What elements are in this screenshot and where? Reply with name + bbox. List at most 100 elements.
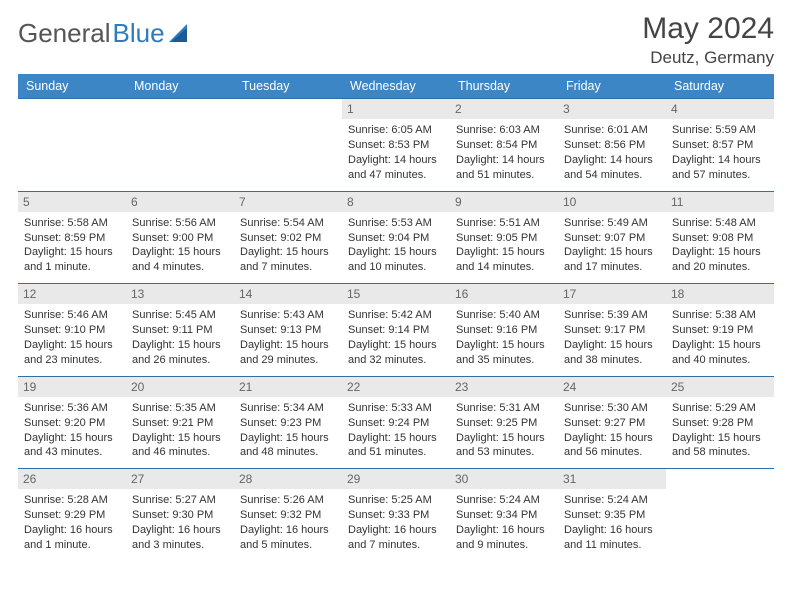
calendar-cell: 1Sunrise: 6:05 AMSunset: 8:53 PMDaylight… <box>342 99 450 192</box>
calendar-cell: 23Sunrise: 5:31 AMSunset: 9:25 PMDayligh… <box>450 376 558 469</box>
day-detail-line: Sunset: 9:10 PM <box>24 323 120 338</box>
day-detail-line: Daylight: 15 hours <box>564 245 660 260</box>
day-number: 23 <box>450 377 558 397</box>
day-detail-line: and 29 minutes. <box>240 353 336 368</box>
day-detail-line: Daylight: 15 hours <box>564 338 660 353</box>
calendar-cell: 26Sunrise: 5:28 AMSunset: 9:29 PMDayligh… <box>18 469 126 561</box>
calendar-cell: 19Sunrise: 5:36 AMSunset: 9:20 PMDayligh… <box>18 376 126 469</box>
logo-text-blue: Blue <box>113 18 165 49</box>
calendar-table: Sunday Monday Tuesday Wednesday Thursday… <box>18 74 774 561</box>
day-detail-line: and 23 minutes. <box>24 353 120 368</box>
day-detail-line: Sunset: 9:34 PM <box>456 508 552 523</box>
calendar-row: 26Sunrise: 5:28 AMSunset: 9:29 PMDayligh… <box>18 469 774 561</box>
day-detail-line: and 26 minutes. <box>132 353 228 368</box>
day-detail-line: Sunset: 9:28 PM <box>672 416 768 431</box>
day-detail-line: Sunset: 9:14 PM <box>348 323 444 338</box>
day-detail-line: Daylight: 16 hours <box>132 523 228 538</box>
weekday-header: Tuesday <box>234 74 342 99</box>
calendar-cell <box>234 99 342 192</box>
day-detail-line: Sunset: 9:02 PM <box>240 231 336 246</box>
day-detail-line: and 53 minutes. <box>456 445 552 460</box>
day-number: 22 <box>342 377 450 397</box>
day-detail-line: and 35 minutes. <box>456 353 552 368</box>
day-detail-line: Sunset: 8:54 PM <box>456 138 552 153</box>
calendar-cell: 3Sunrise: 6:01 AMSunset: 8:56 PMDaylight… <box>558 99 666 192</box>
day-detail-line: Daylight: 15 hours <box>132 245 228 260</box>
day-detail-line: Sunset: 9:08 PM <box>672 231 768 246</box>
day-detail-line: Daylight: 14 hours <box>348 153 444 168</box>
day-detail-line: Daylight: 15 hours <box>132 338 228 353</box>
day-number: 6 <box>126 192 234 212</box>
day-detail-line: Sunrise: 5:27 AM <box>132 493 228 508</box>
day-detail-line: Sunrise: 5:48 AM <box>672 216 768 231</box>
calendar-cell <box>126 99 234 192</box>
day-detail-line: Sunset: 9:24 PM <box>348 416 444 431</box>
day-detail-line: Sunrise: 5:39 AM <box>564 308 660 323</box>
calendar-cell: 28Sunrise: 5:26 AMSunset: 9:32 PMDayligh… <box>234 469 342 561</box>
day-detail-line: and 43 minutes. <box>24 445 120 460</box>
day-number: 25 <box>666 377 774 397</box>
weekday-header: Monday <box>126 74 234 99</box>
day-detail-line: and 10 minutes. <box>348 260 444 275</box>
day-detail-line: Sunrise: 5:58 AM <box>24 216 120 231</box>
day-detail-line: and 58 minutes. <box>672 445 768 460</box>
day-detail-line: Sunrise: 5:42 AM <box>348 308 444 323</box>
weekday-header: Saturday <box>666 74 774 99</box>
day-detail-line: Daylight: 15 hours <box>672 245 768 260</box>
day-detail-line: Daylight: 15 hours <box>456 431 552 446</box>
calendar-cell: 14Sunrise: 5:43 AMSunset: 9:13 PMDayligh… <box>234 284 342 377</box>
day-detail-line: Sunset: 9:25 PM <box>456 416 552 431</box>
day-detail-line: and 51 minutes. <box>456 168 552 183</box>
calendar-cell: 30Sunrise: 5:24 AMSunset: 9:34 PMDayligh… <box>450 469 558 561</box>
day-number: 2 <box>450 99 558 119</box>
weekday-header-row: Sunday Monday Tuesday Wednesday Thursday… <box>18 74 774 99</box>
calendar-cell <box>666 469 774 561</box>
day-detail-line: Sunset: 8:53 PM <box>348 138 444 153</box>
day-number: 26 <box>18 469 126 489</box>
day-detail-line: Sunrise: 5:29 AM <box>672 401 768 416</box>
calendar-cell: 15Sunrise: 5:42 AMSunset: 9:14 PMDayligh… <box>342 284 450 377</box>
day-detail-line: Daylight: 14 hours <box>564 153 660 168</box>
calendar-cell: 5Sunrise: 5:58 AMSunset: 8:59 PMDaylight… <box>18 191 126 284</box>
day-detail-line: Sunrise: 5:33 AM <box>348 401 444 416</box>
calendar-cell: 8Sunrise: 5:53 AMSunset: 9:04 PMDaylight… <box>342 191 450 284</box>
logo: GeneralBlue <box>18 12 191 49</box>
calendar-cell: 17Sunrise: 5:39 AMSunset: 9:17 PMDayligh… <box>558 284 666 377</box>
day-detail-line: Daylight: 16 hours <box>564 523 660 538</box>
day-detail-line: Sunset: 9:33 PM <box>348 508 444 523</box>
day-detail-line: Daylight: 15 hours <box>240 245 336 260</box>
calendar-cell: 25Sunrise: 5:29 AMSunset: 9:28 PMDayligh… <box>666 376 774 469</box>
day-detail-line: Sunrise: 5:53 AM <box>348 216 444 231</box>
day-number: 14 <box>234 284 342 304</box>
calendar-cell: 18Sunrise: 5:38 AMSunset: 9:19 PMDayligh… <box>666 284 774 377</box>
day-detail-line: Sunrise: 5:46 AM <box>24 308 120 323</box>
day-detail-line: and 1 minute. <box>24 538 120 553</box>
day-detail-line: and 40 minutes. <box>672 353 768 368</box>
day-detail-line: and 38 minutes. <box>564 353 660 368</box>
day-detail-line: Sunset: 9:04 PM <box>348 231 444 246</box>
day-detail-line: Sunrise: 6:03 AM <box>456 123 552 138</box>
day-number: 18 <box>666 284 774 304</box>
day-number: 19 <box>18 377 126 397</box>
day-detail-line: Sunset: 9:13 PM <box>240 323 336 338</box>
day-number: 31 <box>558 469 666 489</box>
day-detail-line: Sunset: 8:59 PM <box>24 231 120 246</box>
day-detail-line: Daylight: 15 hours <box>672 338 768 353</box>
day-detail-line: Sunset: 9:19 PM <box>672 323 768 338</box>
day-detail-line: Sunrise: 5:25 AM <box>348 493 444 508</box>
calendar-cell: 27Sunrise: 5:27 AMSunset: 9:30 PMDayligh… <box>126 469 234 561</box>
day-detail-line: Daylight: 15 hours <box>132 431 228 446</box>
day-detail-line: and 48 minutes. <box>240 445 336 460</box>
calendar-cell: 29Sunrise: 5:25 AMSunset: 9:33 PMDayligh… <box>342 469 450 561</box>
day-detail-line: Sunset: 9:29 PM <box>24 508 120 523</box>
day-detail-line: Daylight: 15 hours <box>456 245 552 260</box>
day-number: 21 <box>234 377 342 397</box>
calendar-cell: 22Sunrise: 5:33 AMSunset: 9:24 PMDayligh… <box>342 376 450 469</box>
day-detail-line: Daylight: 15 hours <box>240 338 336 353</box>
header: GeneralBlue May 2024 Deutz, Germany <box>18 12 774 68</box>
day-number: 1 <box>342 99 450 119</box>
day-number: 30 <box>450 469 558 489</box>
day-number: 3 <box>558 99 666 119</box>
day-detail-line: Daylight: 15 hours <box>24 431 120 446</box>
day-detail-line: Sunset: 9:05 PM <box>456 231 552 246</box>
